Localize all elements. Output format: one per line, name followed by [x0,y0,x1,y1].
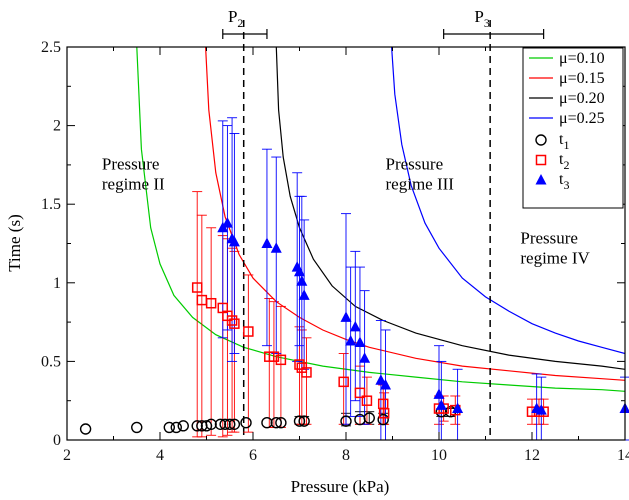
marker-t3 [380,378,392,390]
marker-t1 [224,418,236,430]
marker-t2 [275,354,287,366]
marker-t1 [170,421,182,434]
y-tick-label: 1.5 [41,196,61,213]
y-tick-label: 2 [53,118,61,135]
marker-t2 [361,395,373,406]
y-tick-label: 0 [53,432,61,449]
marker-t3 [433,388,445,399]
marker-t2 [294,359,305,370]
marker-t1 [363,412,375,424]
marker-t1 [177,420,189,432]
marker-t3 [228,235,240,247]
legend-marker-t2 [535,154,547,166]
marker-t1 [228,418,241,430]
regime-annotations: Pressure regime II Pressure regime III Press… [102,155,591,268]
y-axis-label: Time (s) [5,214,24,271]
marker-t2 [301,367,312,378]
marker-t1 [298,415,310,427]
reference-lines: P2 P3 [222,7,545,440]
marker-t1 [240,417,252,429]
x-tick-label: 8 [342,447,350,464]
marker-t3 [359,352,371,363]
x-tick-label: 14 [617,447,629,464]
regime-label-2: Pressure regime II [102,155,165,194]
marker-t1 [131,421,143,434]
legend-label-curve: μ=0.25 [559,110,605,127]
marker-t2 [226,315,238,326]
marker-t3 [340,311,352,322]
y-tick-label: 1 [53,275,61,292]
marker-t1 [261,417,273,429]
marker-t3 [354,336,366,348]
x-tick-label: 10 [431,447,447,464]
model-curve-2 [205,47,625,381]
data-markers [79,217,629,435]
marker-t2 [205,297,217,309]
model-curve-4 [391,47,625,355]
marker-t3 [294,265,305,277]
label-p2: P2 [228,7,243,30]
marker-t1 [270,417,282,429]
marker-t1 [163,421,176,434]
legend-label-curve: μ=0.20 [559,90,605,107]
marker-t3 [619,402,629,414]
x-axis-label: Pressure (kPa) [291,477,390,496]
label-p3: P3 [474,7,489,30]
marker-t2 [191,282,203,293]
x-tick-label: 12 [524,447,540,464]
marker-t1 [275,417,287,429]
marker-t2 [354,387,366,399]
marker-t3 [296,275,308,286]
marker-t3 [349,320,361,332]
y-tick-label: 2.5 [41,39,61,56]
marker-t3 [535,404,547,415]
marker-t2 [378,408,390,419]
legend-label-curve: μ=0.10 [559,50,605,67]
legend-marker-t1 [535,134,547,146]
marker-t3 [221,217,233,228]
regime-label-3: Pressure regime III [386,155,455,194]
marker-t3 [452,402,464,414]
x-tick-label: 2 [63,447,71,464]
marker-t2 [268,351,280,362]
marker-t3 [375,374,387,385]
marker-t2 [229,318,240,329]
marker-t3 [345,334,357,346]
legend-label-t1: t1 [559,131,569,152]
marker-t1 [219,418,231,430]
regime-label-4: Pressure regime IV [520,229,590,268]
marker-t3 [298,289,310,300]
marker-t2 [338,376,349,388]
legend-label-t2: t2 [559,151,569,172]
marker-t1 [377,413,389,426]
marker-t2 [243,326,254,337]
legend-label-curve: μ=0.15 [559,70,605,87]
y-tick-label: 0.5 [41,353,61,370]
marker-t1 [79,423,92,435]
legend-marker-t3 [535,174,547,185]
x-tick-label: 6 [249,447,257,464]
marker-t3 [261,237,273,248]
marker-t1 [340,415,352,427]
marker-t3 [435,399,447,410]
marker-t1 [200,420,213,432]
legend-label-t3: t3 [559,171,569,192]
axes: 2 4 6 8 10 12 14 0 0.5 1 1.5 2 2.5 [41,39,629,464]
x-tick-label: 4 [156,447,164,464]
marker-t1 [293,415,306,427]
marker-t3 [270,242,282,253]
